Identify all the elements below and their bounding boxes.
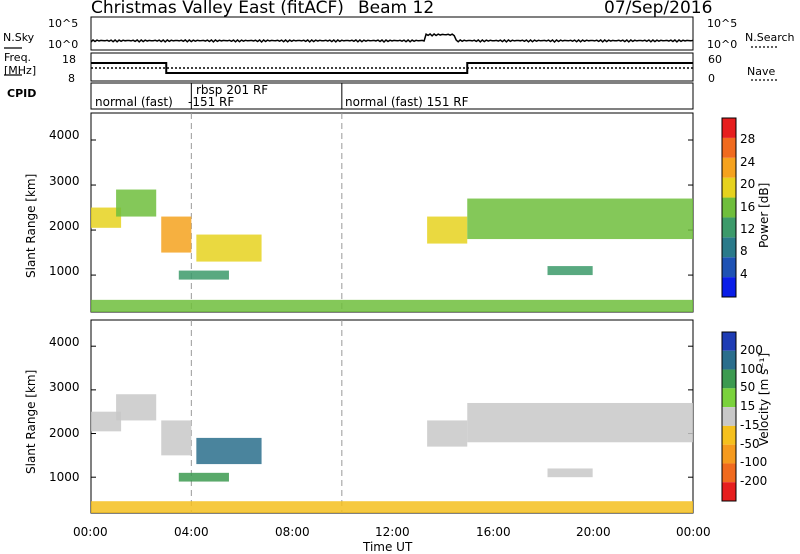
nave-label: Nave	[747, 65, 776, 78]
power-colorbar-swatch	[722, 157, 736, 178]
power-echo-region-2	[161, 216, 192, 253]
power-echo-region-0	[91, 207, 122, 228]
nsky-strip-frame	[90, 16, 694, 51]
nsky-bot-tick: 10^0	[48, 38, 79, 51]
nave-bot-tick: 0	[708, 72, 715, 85]
freq-top-tick: 18	[62, 53, 76, 66]
x-tick-2: 08:00	[275, 525, 310, 539]
x-axis-label: Time UT	[363, 540, 413, 554]
vel-ticks-label: 50	[740, 380, 756, 395]
power-colorbar-swatch	[722, 217, 736, 238]
y-tick-top-2000: 2000	[49, 219, 80, 233]
power-ticks-label: 28	[740, 132, 756, 147]
y-tick-top-4000: 4000	[49, 128, 80, 142]
power-echo-region-6	[427, 216, 468, 244]
freq-label: Freq.	[4, 51, 32, 64]
power-echo-region-1	[116, 189, 157, 217]
chart-title: Christmas Valley East (fitACF)	[91, 0, 344, 18]
x-tick-3: 12:00	[375, 525, 410, 539]
power-ticks-label: 20	[740, 177, 756, 192]
velocity-colorbar-swatch	[722, 482, 736, 501]
date-label: 07/Sep/2016	[604, 0, 713, 18]
nsearch-label: N.Search	[745, 31, 795, 44]
power-colorbar-swatch	[722, 177, 736, 198]
power-echo-region-7	[467, 198, 693, 240]
power-echo-region-4	[178, 270, 229, 280]
beam-label: Beam 12	[358, 0, 435, 18]
y-tick-bot-2000: 2000	[49, 426, 80, 440]
nsky-trace	[90, 33, 694, 44]
velocity-echo-region-7	[467, 402, 693, 443]
velocity-echo-region-6	[427, 420, 468, 447]
velocity-echo-region-0	[91, 411, 122, 432]
power-colorbar-swatch	[722, 257, 736, 278]
x-tick-5: 20:00	[576, 525, 611, 539]
velocity-colorbar-frame	[721, 331, 737, 502]
power-ticks-label: 16	[740, 199, 756, 214]
velocity-echo-region-2	[161, 420, 192, 456]
x-tick-0: 00:00	[73, 525, 108, 539]
power-colorbar-swatch	[722, 118, 736, 138]
vel-ticks-label: 15	[740, 399, 756, 414]
cpid-segment-0: normal (fast)	[95, 95, 173, 109]
velocity-echo-region-4	[178, 472, 229, 482]
power-colorbar-swatch	[722, 137, 736, 158]
nave-top-tick: 60	[708, 53, 722, 66]
velocity-echo-region-8	[547, 468, 593, 478]
vel-ticks-label: 200	[740, 342, 763, 357]
cpid-segment-1: -151 RF	[188, 95, 235, 109]
velocity-colorbar-swatch	[722, 407, 736, 426]
velocity-colorbar-swatch	[722, 332, 736, 351]
velocity-colorbar-swatch	[722, 369, 736, 389]
power-ticks-label: 4	[740, 266, 748, 281]
nsky-label: N.Sky	[3, 31, 35, 44]
vel-ticks-label: -15	[740, 417, 760, 432]
power-echo-region-3	[196, 234, 262, 262]
power-ticks-label: 8	[740, 244, 748, 259]
velocity-colorbar-swatch	[722, 463, 736, 483]
vel-ticks-label: 100	[740, 361, 763, 376]
x-tick-4: 16:00	[476, 525, 511, 539]
x-tick-1: 04:00	[174, 525, 209, 539]
power-ticks-label: 24	[740, 154, 756, 169]
nsearch-top-tick: 10^5	[707, 17, 738, 30]
freq-unit-label: [MHz]	[4, 64, 37, 77]
power-echo-region-5	[91, 299, 693, 312]
cpid-strip-frame	[90, 82, 694, 110]
y-tick-bot-4000: 4000	[49, 335, 80, 349]
velocity-colorbar-swatch	[722, 388, 736, 408]
cpid-label: CPID	[7, 87, 37, 100]
power-colorbar-frame	[721, 117, 737, 298]
velocity-echo-region-1	[116, 394, 157, 421]
cpid-segment-2: rbsp 201 RF	[196, 83, 269, 97]
y-tick-top-3000: 3000	[49, 174, 80, 188]
y-tick-top-1000: 1000	[49, 264, 80, 278]
nsearch-bot-tick: 10^0	[707, 38, 738, 51]
vel-ticks-label: -50	[740, 436, 760, 451]
y-tick-bot-3000: 3000	[49, 380, 80, 394]
velocity-colorbar-swatch	[722, 350, 736, 370]
cpid-segment-3: normal (fast) 151 RF	[345, 95, 469, 109]
velocity-echo-region-5	[91, 501, 693, 513]
power-ticks-label: 12	[740, 221, 756, 236]
y-tick-bot-1000: 1000	[49, 470, 80, 484]
velocity-colorbar-swatch	[722, 444, 736, 464]
freq-bot-tick: 8	[68, 72, 75, 85]
power-echo-region-8	[547, 266, 593, 276]
freq-strip-frame	[90, 52, 694, 82]
nsky-top-tick: 10^5	[48, 17, 79, 30]
vel-ticks-label: -200	[740, 474, 768, 489]
frequency-trace	[91, 62, 693, 74]
power-colorbar-swatch	[722, 277, 736, 297]
velocity-echo-region-3	[196, 437, 262, 465]
power-colorbar-swatch	[722, 197, 736, 218]
vel-ticks-label: -100	[740, 455, 768, 470]
velocity-colorbar-swatch	[722, 425, 736, 445]
power-colorbar-swatch	[722, 237, 736, 258]
x-tick-6: 00:00	[676, 525, 711, 539]
